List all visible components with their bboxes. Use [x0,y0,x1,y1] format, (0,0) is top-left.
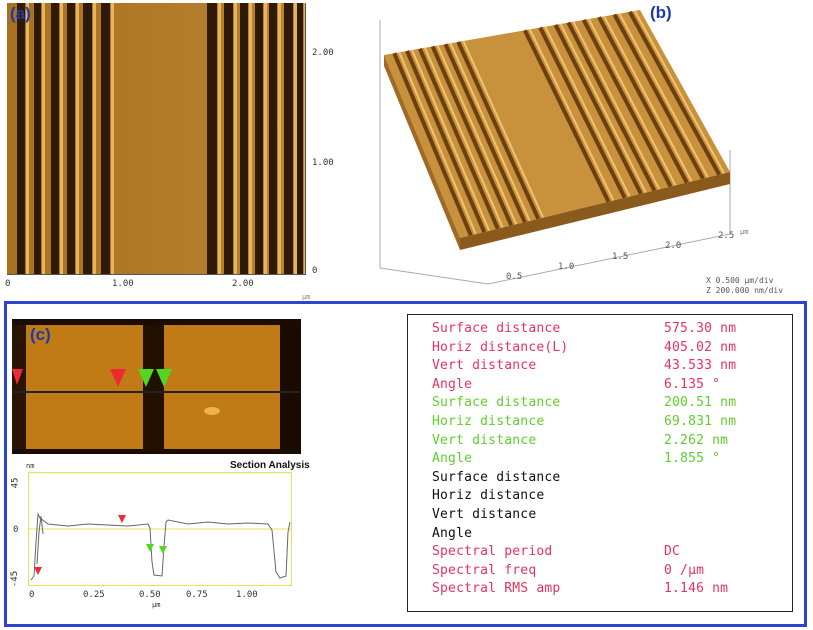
result-label: Spectral RMS amp [432,581,561,597]
unit-a-x: μm [302,293,311,301]
tick-b-x-2: 1.5 [612,252,629,262]
result-value: 200.51 nm [664,395,737,411]
tick-b-x-1: 1.0 [558,262,575,272]
tick-a-y-1: 1.00 [312,158,334,168]
scale-b-x: X 0.500 μm/div [706,276,774,285]
tick-b-x-0: 0.5 [506,272,523,282]
section-image-graphic [12,325,301,449]
result-value: DC [664,544,681,560]
afm-3d-b [370,0,810,300]
result-row: Vert distance [408,507,778,525]
result-label: Spectral freq [432,562,537,578]
section-y-tick-neg45: -45 [10,570,21,588]
result-row: Vert distance 2.262 nm [408,433,778,451]
section-x-tick-075: 0.75 [186,590,208,600]
section-y-unit: nm [26,462,35,470]
tick-a-x-2: 2.00 [232,279,254,289]
profile-line [30,512,291,581]
result-row: Surface distance 575.30 nm [408,321,778,339]
result-label: Horiz distance(L) [432,339,569,355]
tick-b-x-4: 2.5 [718,231,735,241]
result-label: Surface distance [432,469,561,485]
result-label: Surface distance [432,321,561,336]
axis-a-bottom [7,274,306,275]
result-row: Horiz distance [408,488,778,506]
section-x-tick-100: 1.00 [236,590,258,600]
result-label: Vert distance [432,358,537,374]
afm-image-a [7,3,307,274]
result-label: Vert distance [432,507,537,522]
result-value: 43.533 nm [664,358,737,374]
marker-red-2 [118,515,126,523]
result-row: Angle [408,526,778,544]
marker-green-1 [146,544,154,552]
panel-c-frame [4,301,807,627]
cursor-green-right [156,369,172,387]
result-row: Spectral RMS amp 1.146 nm [408,581,778,599]
result-value: 6.135 ° [664,376,721,392]
result-row: Spectral period DC [408,544,778,562]
result-row: Surface distance 200.51 nm [408,395,778,413]
result-value: 405.02 nm [664,339,737,355]
tick-a-y-2: 2.00 [312,48,334,58]
panel-label-b: (b) [650,3,672,22]
tick-a-x-1: 1.00 [112,279,134,289]
tick-a-y-0: 0 [312,266,318,276]
section-x-tick-050: 0.50 [139,590,161,600]
section-x-unit: μm [152,601,161,609]
result-label: Surface distance [432,395,561,411]
result-label: Horiz distance [432,414,545,429]
result-label: Angle [432,525,473,541]
result-row: Surface distance [408,470,778,488]
result-row: Vert distance 43.533 nm [408,358,778,376]
cursor-red-right [110,369,126,387]
results-table: Surface distance 575.30 nm Horiz distance(… [407,314,793,612]
result-value: 1.855 ° [664,451,721,467]
result-label: Spectral period [432,544,553,560]
afm-image-a-graphic [7,3,307,274]
section-x-tick-0: 0 [29,590,35,600]
section-y-tick-45: 45 [10,477,21,489]
result-row: Angle 1.855 ° [408,451,778,469]
section-title: Section Analysis [230,460,310,471]
result-row: Horiz distance 69.831 nm [408,414,778,432]
section-plot-graphic [27,471,293,587]
result-label: Vert distance [432,432,537,448]
result-value: 0 /μm [664,562,705,578]
result-row: Spectral freq 0 /μm [408,563,778,581]
result-label: Horiz distance [432,488,545,504]
tick-a-x-0: 0 [5,279,11,289]
section-image [12,319,301,454]
result-value: 2.262 nm [664,432,729,448]
result-row: Angle 6.135 ° [408,377,778,395]
result-value: 1.146 nm [664,581,729,597]
axis-a-right [305,3,306,274]
section-plot [27,471,293,587]
section-x-tick-025: 0.25 [83,590,105,600]
marker-red-1 [34,567,42,575]
cursor-red-left [12,369,23,385]
scale-b-z: Z 200.000 nm/div [706,286,784,295]
marker-green-2 [159,546,167,554]
unit-b-x: μm [740,228,749,236]
section-y-tick-0: 0 [13,525,19,535]
afm-3d-b-graphic [379,10,731,285]
panel-label-c: (c) [30,325,51,344]
result-value: 575.30 nm [664,321,737,336]
result-row: Horiz distance(L) 405.02 nm [408,340,778,358]
result-value: 69.831 nm [664,414,737,429]
result-label: Angle [432,376,473,392]
result-label: Angle [432,451,473,467]
cursor-green-left [138,369,154,387]
panel-label-a: (a) [10,4,31,23]
tick-b-x-3: 2.0 [665,241,682,251]
